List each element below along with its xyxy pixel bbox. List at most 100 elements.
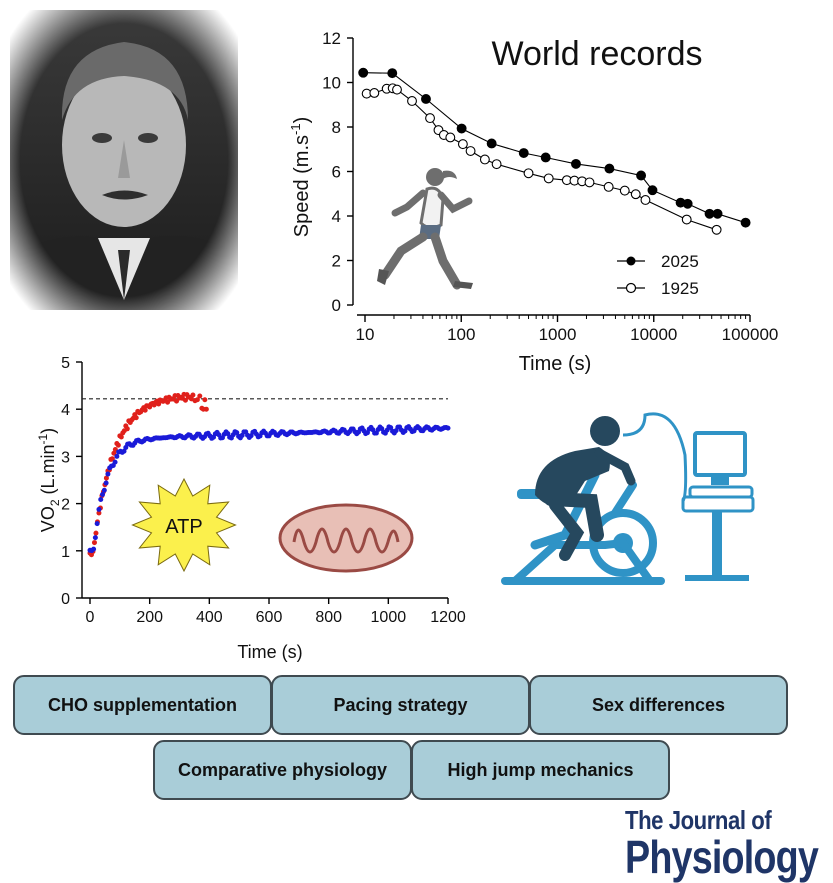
y-tick-label: 0: [332, 296, 341, 315]
data-point-2025: [518, 148, 529, 158]
data-point: [190, 392, 196, 398]
data-point-1925: [640, 195, 651, 205]
data-point: [197, 393, 203, 399]
data-point: [142, 407, 148, 413]
data-point: [133, 415, 139, 421]
x-axis-label: Time (s): [519, 353, 592, 375]
data-point: [101, 487, 107, 493]
chart-axes: 0 1 2 3 4 5 0 200 400 600 800 1000 1200: [61, 355, 466, 626]
y-axis-label: VO2 (L.min-1): [36, 428, 62, 532]
data-point-2025: [647, 185, 658, 196]
data-point-1925: [479, 154, 490, 165]
legend-label-1925: 1925: [661, 279, 699, 298]
data-point: [114, 453, 120, 459]
x-tick-label: 10000: [630, 325, 677, 344]
data-point: [93, 530, 99, 536]
data-point-2025: [604, 163, 615, 174]
journal-logo: The Journal of Physiology: [625, 806, 830, 880]
data-point: [115, 442, 121, 448]
data-point: [103, 475, 109, 481]
data-point-1925: [711, 224, 722, 235]
portrait-photo: [10, 10, 238, 310]
tag-sex-differences[interactable]: Sex differences: [529, 675, 788, 735]
x-tick-label: 1000: [371, 609, 407, 626]
data-point: [112, 459, 118, 465]
atp-label: ATP: [165, 516, 202, 538]
y-tick-label: 3: [61, 449, 70, 466]
data-point-1925: [619, 185, 630, 196]
y-tick-label: 1: [61, 544, 70, 561]
x-tick-label: 1000: [539, 325, 577, 344]
tag-comparative-physiology[interactable]: Comparative physiology: [153, 740, 412, 800]
y-tick-label: 0: [61, 591, 70, 608]
data-point-2025: [636, 170, 647, 181]
data-point-1925: [543, 173, 554, 184]
y-tick-label: 10: [322, 74, 341, 93]
tag-cho-supplementation[interactable]: CHO supplementation: [13, 675, 272, 735]
legend-item-1925: 1925: [617, 279, 699, 298]
journal-name-line2: Physiology: [625, 831, 819, 883]
data-point: [96, 506, 102, 512]
y-tick-label: 6: [332, 163, 341, 182]
data-point-1925: [407, 96, 417, 106]
data-point: [202, 397, 208, 403]
journal-name-line1: The Journal of: [625, 805, 772, 835]
data-point-1925: [681, 214, 692, 225]
computer-monitor-icon: [681, 431, 755, 581]
x-tick-label: 600: [256, 609, 283, 626]
y-tick-label: 4: [332, 207, 341, 226]
data-point-1925: [392, 84, 402, 95]
series-line-2025: [363, 72, 746, 224]
data-point: [105, 471, 111, 477]
data-point-2025: [486, 138, 497, 149]
cycle-ergometer-illustration: [495, 405, 765, 595]
data-point: [96, 510, 102, 516]
chart-axes: 0 2 4 6 8 10 12 10 100 1000 10000 100000: [322, 29, 778, 344]
tag-pacing-strategy[interactable]: Pacing strategy: [271, 675, 530, 735]
data-point-2025: [682, 198, 693, 209]
y-tick-label: 5: [61, 355, 70, 372]
data-point-1925: [465, 146, 476, 156]
data-point-2025: [540, 152, 551, 163]
rider-icon: [535, 416, 636, 561]
data-point: [124, 426, 130, 432]
data-point: [103, 480, 109, 486]
data-point-1925: [584, 177, 595, 188]
chart-data: [358, 67, 751, 235]
data-point: [156, 401, 162, 407]
x-axis-label: Time (s): [237, 642, 302, 662]
data-point-2025: [740, 217, 751, 228]
data-point: [91, 546, 97, 552]
y-tick-label: 2: [61, 497, 70, 514]
legend-label-2025: 2025: [661, 252, 699, 271]
data-point-1925: [523, 168, 534, 179]
x-tick-label: 100: [447, 325, 475, 344]
data-point: [91, 540, 97, 546]
data-point: [203, 406, 209, 412]
data-point: [94, 521, 100, 527]
x-tick-label: 10: [356, 325, 375, 344]
data-point-2025: [571, 158, 581, 169]
data-point-1925: [369, 88, 380, 98]
data-point-1925: [457, 139, 468, 150]
data-point: [98, 496, 104, 502]
x-tick-label: 400: [196, 609, 223, 626]
data-point-2025: [712, 208, 723, 219]
chart-title: World records: [492, 35, 703, 73]
x-tick-label: 100000: [722, 325, 779, 344]
data-point-2025: [387, 68, 398, 79]
data-point-1925: [425, 113, 435, 124]
data-point-1925: [603, 181, 614, 192]
atp-badge: ATP: [131, 477, 237, 573]
data-point: [194, 397, 200, 403]
data-point: [121, 448, 127, 454]
x-tick-label: 1200: [430, 609, 466, 626]
data-point-2025: [421, 94, 431, 104]
y-tick-label: 8: [332, 118, 341, 137]
x-tick-label: 200: [136, 609, 163, 626]
data-point: [92, 535, 98, 541]
y-tick-label: 2: [332, 252, 341, 271]
tag-high-jump-mechanics[interactable]: High jump mechanics: [411, 740, 670, 800]
mitochondrion-icon: [278, 503, 414, 573]
data-point-2025: [358, 67, 369, 78]
